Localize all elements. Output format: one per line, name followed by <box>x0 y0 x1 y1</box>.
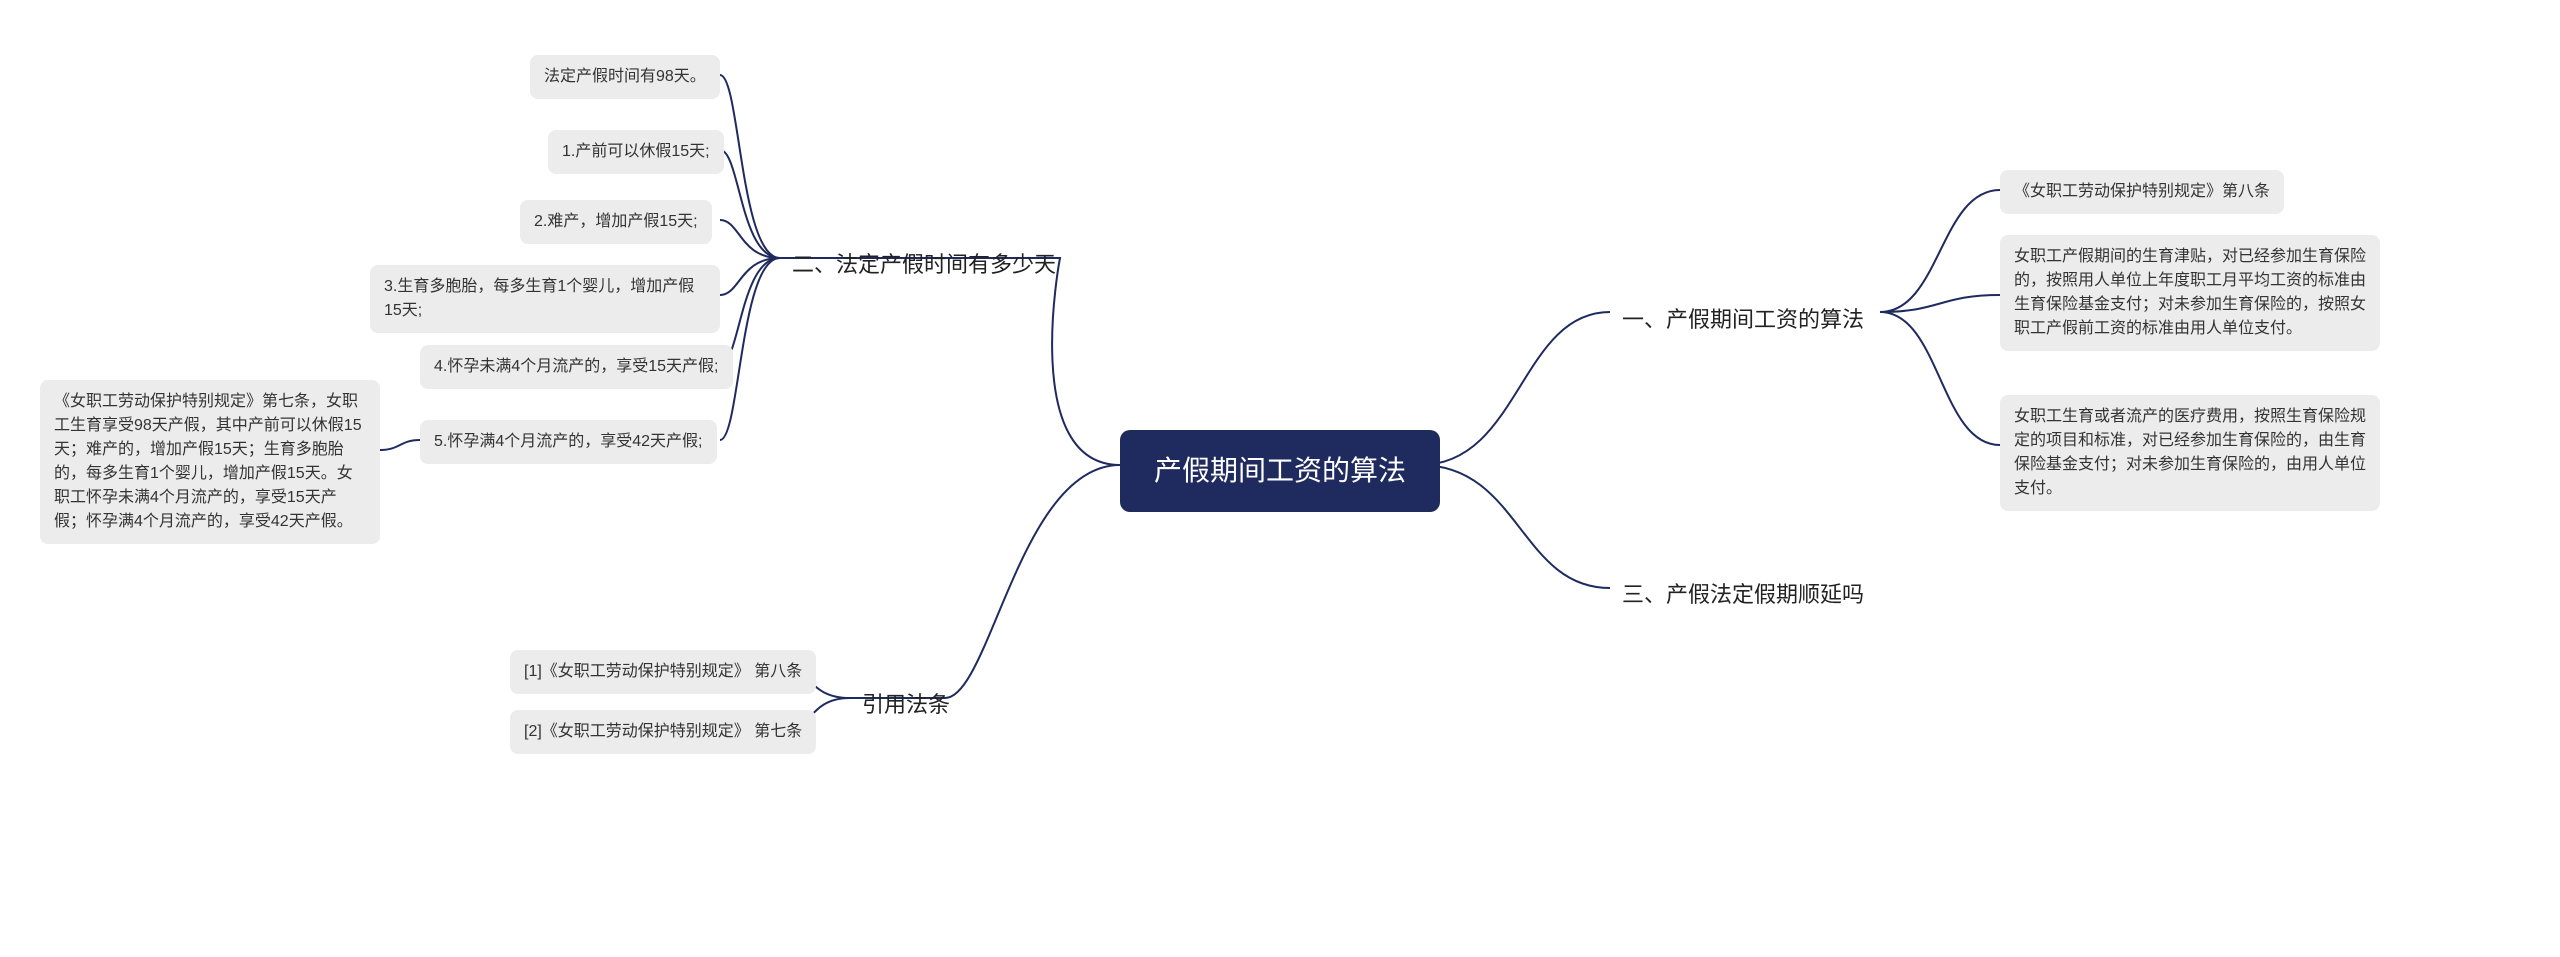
leaf-l2-5[interactable]: 5.怀孕满4个月流产的，享受42天产假; <box>420 420 717 464</box>
leaf-text: 《女职工劳动保护特别规定》第八条 <box>2014 183 2270 200</box>
branch-label: 一、产假期间工资的算法 <box>1622 307 1864 332</box>
leaf-l2-sub[interactable]: 《女职工劳动保护特别规定》第七条，女职工生育享受98天产假，其中产前可以休假15… <box>40 380 380 544</box>
mindmap-canvas: 产假期间工资的算法 一、产假期间工资的算法 《女职工劳动保护特别规定》第八条 女… <box>0 0 2560 957</box>
leaf-text: 2.难产，增加产假15天; <box>534 213 698 230</box>
leaf-l2-1[interactable]: 1.产前可以休假15天; <box>548 130 724 174</box>
branch-label: 二、法定产假时间有多少天 <box>792 252 1056 277</box>
leaf-r1-0[interactable]: 《女职工劳动保护特别规定》第八条 <box>2000 170 2284 214</box>
leaf-text: [2]《女职工劳动保护特别规定》 第七条 <box>524 723 802 740</box>
branch-refs[interactable]: 引用法条 <box>850 680 962 729</box>
branch-days[interactable]: 二、法定产假时间有多少天 <box>780 240 1068 289</box>
root-label: 产假期间工资的算法 <box>1154 455 1406 486</box>
branch-salary[interactable]: 一、产假期间工资的算法 <box>1610 295 1876 344</box>
leaf-l2-2[interactable]: 2.难产，增加产假15天; <box>520 200 712 244</box>
leaf-text: 5.怀孕满4个月流产的，享受42天产假; <box>434 433 703 450</box>
branch-label: 引用法条 <box>862 692 950 717</box>
leaf-text: 《女职工劳动保护特别规定》第七条，女职工生育享受98天产假，其中产前可以休假15… <box>54 393 362 530</box>
leaf-r1-1[interactable]: 女职工产假期间的生育津贴，对已经参加生育保险的，按照用人单位上年度职工月平均工资… <box>2000 235 2380 351</box>
leaf-l4-0[interactable]: [1]《女职工劳动保护特别规定》 第八条 <box>510 650 816 694</box>
leaf-l2-0[interactable]: 法定产假时间有98天。 <box>530 55 720 99</box>
branch-extend[interactable]: 三、产假法定假期顺延吗 <box>1610 570 1876 619</box>
leaf-text: 法定产假时间有98天。 <box>544 68 706 85</box>
leaf-text: [1]《女职工劳动保护特别规定》 第八条 <box>524 663 802 680</box>
leaf-l2-3[interactable]: 3.生育多胞胎，每多生育1个婴儿，增加产假15天; <box>370 265 720 333</box>
leaf-text: 1.产前可以休假15天; <box>562 143 710 160</box>
root-node[interactable]: 产假期间工资的算法 <box>1120 430 1440 512</box>
branch-label: 三、产假法定假期顺延吗 <box>1622 582 1864 607</box>
leaf-l2-4[interactable]: 4.怀孕未满4个月流产的，享受15天产假; <box>420 345 733 389</box>
leaf-text: 3.生育多胞胎，每多生育1个婴儿，增加产假15天; <box>384 278 694 319</box>
leaf-r1-2[interactable]: 女职工生育或者流产的医疗费用，按照生育保险规定的项目和标准，对已经参加生育保险的… <box>2000 395 2380 511</box>
leaf-text: 4.怀孕未满4个月流产的，享受15天产假; <box>434 358 719 375</box>
leaf-text: 女职工产假期间的生育津贴，对已经参加生育保险的，按照用人单位上年度职工月平均工资… <box>2014 248 2366 337</box>
leaf-l4-1[interactable]: [2]《女职工劳动保护特别规定》 第七条 <box>510 710 816 754</box>
leaf-text: 女职工生育或者流产的医疗费用，按照生育保险规定的项目和标准，对已经参加生育保险的… <box>2014 408 2366 497</box>
